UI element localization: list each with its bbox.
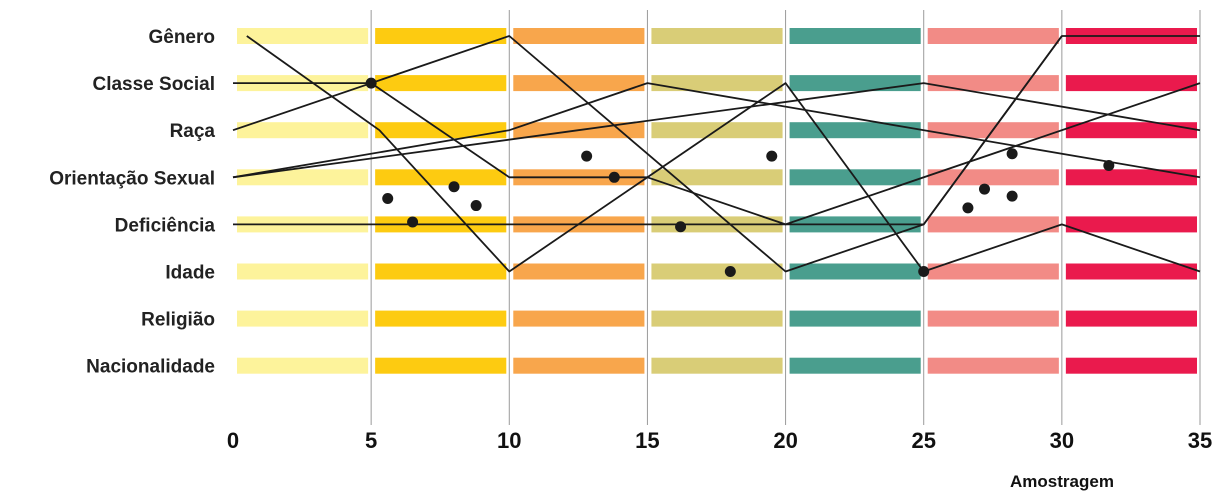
band-segment [237, 28, 369, 44]
category-label: Idade [165, 263, 215, 284]
category-label: Classe Social [92, 74, 215, 95]
data-point [382, 192, 394, 204]
series-lines [232, 35, 1201, 273]
band-segment [1065, 263, 1197, 280]
x-tick-label: 10 [497, 428, 521, 453]
band-segment [927, 28, 1059, 44]
band-segment [237, 357, 369, 374]
category-label: Gênero [148, 27, 215, 48]
band-segment [375, 28, 507, 44]
x-tick-labels: 0 5 10 15 20 25 30 35 [227, 428, 1212, 453]
data-point [470, 200, 482, 212]
band-segment [375, 169, 507, 186]
band-segment [513, 310, 645, 327]
data-markers [365, 77, 1115, 277]
band-segment [1065, 216, 1197, 233]
data-point [1103, 160, 1115, 172]
band-segment [651, 169, 783, 186]
band-segment [927, 263, 1059, 280]
x-tick-label: 35 [1188, 428, 1212, 453]
band-segment [927, 357, 1059, 374]
band-segment [1065, 310, 1197, 327]
series-line [232, 82, 1201, 179]
band-segment [789, 263, 921, 280]
data-point [1006, 190, 1018, 202]
data-point [365, 77, 377, 89]
band-segment [789, 122, 921, 139]
band-segment [789, 357, 921, 374]
data-point [1006, 148, 1018, 160]
data-point [724, 266, 736, 277]
x-tick-label: 5 [365, 428, 377, 453]
category-labels: Gênero Classe Social Raça Orientação Sexual… [49, 27, 215, 378]
x-tick-label: 0 [227, 428, 239, 453]
band-segment [651, 310, 783, 327]
band-segment [513, 357, 645, 374]
band-segment [651, 75, 783, 92]
band-segment [651, 28, 783, 44]
data-point [675, 221, 687, 233]
data-point [608, 171, 620, 183]
data-point [448, 181, 460, 193]
band-segment [789, 310, 921, 327]
series-line [233, 82, 1201, 226]
band-segment [651, 263, 783, 280]
band-segment [237, 122, 369, 139]
band-segment [651, 357, 783, 374]
band-segment [789, 28, 921, 44]
band-segment [927, 310, 1059, 327]
data-point [766, 150, 778, 162]
band-segment [237, 310, 369, 327]
band-segment [927, 169, 1059, 186]
series-line [232, 82, 1201, 179]
x-tick-label: 15 [635, 428, 659, 453]
band-segment [375, 310, 507, 327]
band-segment [237, 169, 369, 186]
band-segment [789, 75, 921, 92]
band-segment [927, 75, 1059, 92]
color-bands [237, 28, 1197, 374]
band-segment [513, 263, 645, 280]
data-point [581, 150, 593, 162]
data-point [407, 216, 419, 228]
band-segment [1065, 122, 1197, 139]
data-point [978, 183, 990, 195]
band-segment [1065, 75, 1197, 92]
category-label: Nacionalidade [86, 357, 215, 378]
band-segment [375, 357, 507, 374]
category-label: Orientação Sexual [49, 168, 215, 189]
x-tick-label: 20 [773, 428, 797, 453]
band-segment [375, 263, 507, 280]
band-segment [375, 75, 507, 92]
band-segment [237, 263, 369, 280]
category-label: Raça [170, 121, 216, 142]
x-tick-label: 25 [911, 428, 935, 453]
category-label: Religião [141, 310, 215, 331]
x-tick-label: 30 [1050, 428, 1074, 453]
band-segment [1065, 169, 1197, 186]
data-point [918, 266, 930, 277]
series-line [246, 35, 1201, 273]
category-label: Deficiência [115, 215, 216, 236]
band-segment [513, 28, 645, 44]
data-point [962, 202, 974, 214]
band-segment [513, 75, 645, 92]
band-segment [1065, 357, 1197, 374]
band-segment [927, 216, 1059, 233]
x-axis-title: Amostragem [1010, 472, 1114, 491]
